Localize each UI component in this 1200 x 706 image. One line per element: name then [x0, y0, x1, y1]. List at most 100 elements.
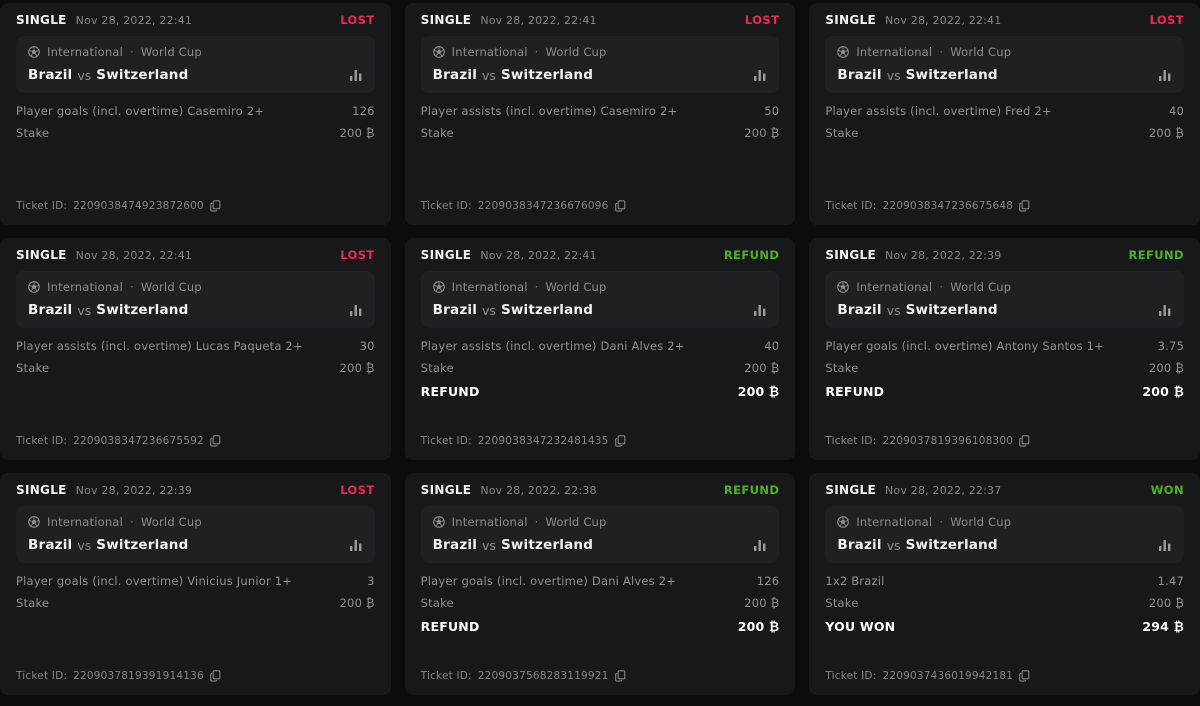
bet-type-label: SINGLE: [16, 483, 67, 497]
league-name: International: [47, 515, 123, 529]
league-row: International · World Cup: [432, 280, 768, 294]
match-box[interactable]: International · World Cup Brazil vs Swit…: [420, 36, 780, 93]
ticket-id-value: 2209037436019942181: [882, 670, 1014, 682]
statistics-icon[interactable]: [1158, 539, 1172, 551]
status-badge: LOST: [340, 13, 375, 27]
statistics-icon[interactable]: [349, 539, 363, 551]
league-separator: ·: [939, 45, 944, 59]
copy-icon[interactable]: [210, 670, 221, 682]
copy-icon[interactable]: [210, 435, 221, 447]
copy-icon[interactable]: [1019, 435, 1030, 447]
bet-odds: 3.75: [1157, 339, 1184, 353]
ticket-id-label: Ticket ID:: [420, 435, 472, 447]
stake-amount: 200 ₿: [339, 126, 375, 140]
match-box[interactable]: International · World Cup Brazil vs Swit…: [16, 36, 375, 93]
away-team: Switzerland: [500, 67, 594, 83]
bet-selection-row: Player assists (incl. overtime) Fred 2+ …: [825, 104, 1184, 118]
league-name: International: [856, 280, 933, 294]
match-box[interactable]: International · World Cup Brazil vs Swit…: [16, 271, 375, 328]
league-name: International: [856, 45, 933, 59]
copy-icon[interactable]: [614, 435, 626, 447]
tournament-name: World Cup: [950, 280, 1012, 294]
statistics-icon[interactable]: [1158, 69, 1172, 81]
match-box[interactable]: International · World Cup Brazil vs Swit…: [420, 506, 780, 563]
card-header: SINGLE Nov 28, 2022, 22:39 REFUND: [825, 248, 1184, 262]
bet-type-label: SINGLE: [825, 248, 876, 262]
status-badge: LOST: [340, 248, 375, 262]
bet-type-label: SINGLE: [420, 13, 472, 27]
statistics-icon[interactable]: [349, 304, 363, 316]
stake-label: Stake: [16, 126, 50, 140]
ticket-id-value: 2209037819391914136: [73, 670, 204, 682]
match-row: Brazil vs Switzerland: [28, 302, 363, 318]
league-row: International · World Cup: [837, 515, 1172, 529]
match-box[interactable]: International · World Cup Brazil vs Swit…: [825, 506, 1184, 563]
vs-label: vs: [886, 67, 901, 83]
bet-selection-row: Player assists (incl. overtime) Dani Alv…: [421, 339, 780, 353]
bet-selection-row: Player goals (incl. overtime) Casemiro 2…: [16, 104, 375, 118]
ticket-row: Ticket ID: 2209037568283119921: [421, 670, 780, 682]
copy-icon[interactable]: [614, 200, 626, 212]
ticket-id-value: 2209038347232481435: [477, 435, 609, 447]
statistics-icon[interactable]: [1158, 304, 1172, 316]
statistics-icon[interactable]: [753, 69, 767, 81]
ticket-id-label: Ticket ID:: [825, 435, 877, 447]
ticket-id-label: Ticket ID:: [825, 200, 877, 212]
stake-row: Stake 200 ₿: [421, 361, 780, 375]
league-separator: ·: [534, 515, 539, 529]
league-name: International: [451, 45, 528, 59]
match-row: Brazil vs Switzerland: [837, 302, 1172, 318]
bet-selection-label: Player assists (incl. overtime) Casemiro…: [420, 104, 678, 118]
bet-type-label: SINGLE: [16, 248, 67, 262]
bet-ticket-card: SINGLE Nov 28, 2022, 22:38 REFUND Intern…: [404, 473, 796, 695]
stake-row: Stake 200 ₿: [825, 361, 1184, 375]
stake-label: Stake: [825, 596, 859, 610]
copy-icon[interactable]: [1019, 670, 1030, 682]
match-box[interactable]: International · World Cup Brazil vs Swit…: [825, 271, 1184, 328]
copy-icon[interactable]: [1019, 200, 1030, 212]
stake-amount: 200 ₿: [1148, 361, 1184, 375]
bet-odds: 126: [352, 104, 375, 118]
bet-ticket-card: SINGLE Nov 28, 2022, 22:37 WON Internati…: [809, 473, 1200, 695]
ticket-row: Ticket ID: 2209038474923872600: [16, 200, 375, 212]
football-icon: [432, 281, 445, 293]
stake-label: Stake: [16, 596, 50, 610]
bet-type-label: SINGLE: [825, 13, 876, 27]
stake-amount: 200 ₿: [339, 361, 375, 375]
bet-odds: 40: [764, 339, 780, 353]
stake-amount: 200 ₿: [744, 596, 780, 610]
statistics-icon[interactable]: [349, 69, 363, 81]
league-name: International: [47, 280, 123, 294]
tournament-name: World Cup: [950, 515, 1012, 529]
match-box[interactable]: International · World Cup Brazil vs Swit…: [420, 271, 780, 328]
home-team: Brazil: [28, 302, 73, 318]
league-name: International: [451, 280, 528, 294]
tournament-name: World Cup: [545, 280, 607, 294]
result-amount: 200 ₿: [737, 619, 780, 634]
statistics-icon[interactable]: [753, 304, 767, 316]
league-row: International · World Cup: [28, 280, 363, 294]
result-row: REFUND 200 ₿: [421, 384, 780, 399]
bet-odds: 40: [1168, 104, 1184, 118]
ticket-id-label: Ticket ID:: [420, 200, 472, 212]
bet-type-label: SINGLE: [16, 13, 67, 27]
league-row: International · World Cup: [28, 515, 363, 529]
league-separator: ·: [534, 280, 539, 294]
vs-label: vs: [886, 537, 901, 553]
home-team: Brazil: [837, 67, 882, 83]
stake-amount: 200 ₿: [1148, 126, 1184, 140]
bet-selection-label: 1x2 Brazil: [825, 574, 885, 588]
bet-ticket-card: SINGLE Nov 28, 2022, 22:41 LOST Internat…: [0, 238, 391, 460]
league-separator: ·: [130, 280, 134, 294]
ticket-id-value: 2209037568283119921: [477, 670, 609, 682]
bet-timestamp: Nov 28, 2022, 22:41: [75, 13, 193, 27]
bet-ticket-card: SINGLE Nov 28, 2022, 22:41 LOST Internat…: [809, 3, 1200, 225]
ticket-row: Ticket ID: 2209037819391914136: [16, 670, 375, 682]
copy-icon[interactable]: [614, 670, 626, 682]
match-box[interactable]: International · World Cup Brazil vs Swit…: [825, 36, 1184, 93]
status-badge: REFUND: [723, 483, 780, 497]
statistics-icon[interactable]: [753, 539, 767, 551]
result-label: REFUND: [825, 384, 885, 399]
copy-icon[interactable]: [210, 200, 221, 212]
match-box[interactable]: International · World Cup Brazil vs Swit…: [16, 506, 375, 563]
